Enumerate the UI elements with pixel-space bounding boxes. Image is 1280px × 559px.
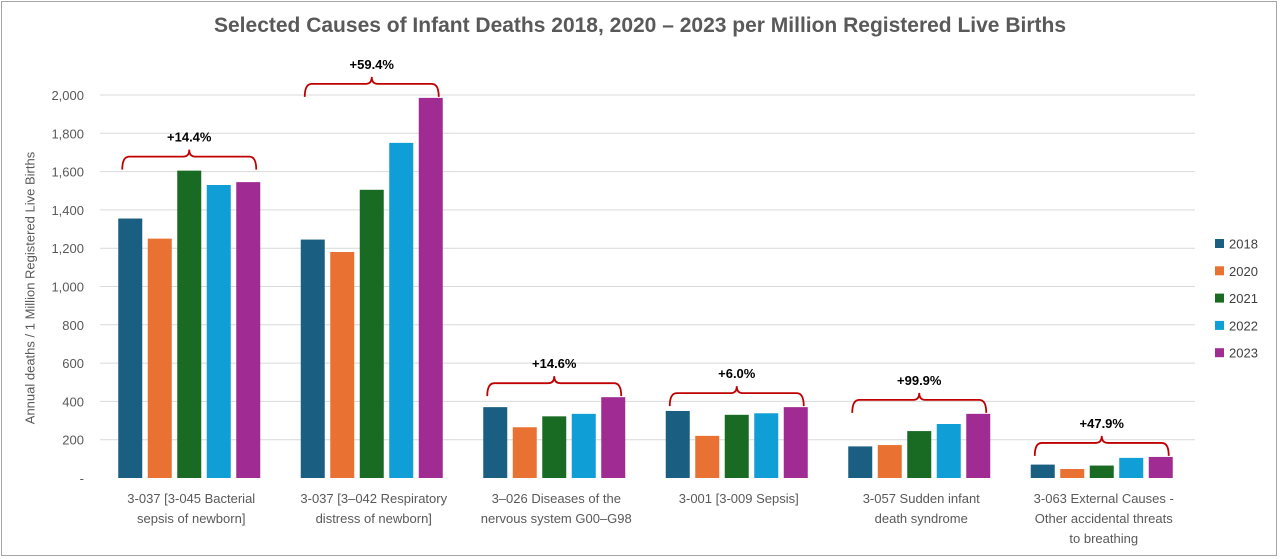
legend-label: 2021 [1229, 291, 1258, 306]
category-label: death syndrome [875, 511, 968, 526]
percent-change-label: +14.6% [532, 356, 577, 371]
legend: 2018 2020 2021 2022 2023 [1215, 237, 1258, 361]
bar [359, 189, 384, 479]
bar [1030, 464, 1055, 478]
y-tick-label: 1,200 [51, 241, 84, 256]
bracket [1033, 435, 1170, 456]
bar [483, 407, 508, 478]
legend-swatch [1215, 293, 1224, 303]
bar [907, 431, 932, 478]
y-tick-label: 1,000 [51, 280, 84, 295]
y-tick-label: 800 [62, 318, 84, 333]
bracket [668, 386, 805, 407]
bar [783, 407, 808, 478]
bar [877, 445, 902, 478]
bar [695, 435, 720, 478]
bar [936, 423, 961, 478]
bar [571, 413, 596, 478]
bar [1089, 465, 1114, 478]
legend-label: 2023 [1229, 346, 1258, 361]
bar [118, 218, 143, 478]
legend-swatch [1215, 239, 1224, 248]
y-tick-label: 400 [62, 394, 84, 409]
y-tick-label: 600 [62, 356, 84, 371]
y-tick-label: 1,600 [51, 165, 84, 180]
y-tick-label: 1,400 [51, 203, 84, 218]
legend-swatch [1215, 266, 1224, 276]
bar [1119, 457, 1144, 478]
bar [724, 414, 749, 478]
bars [118, 97, 1173, 479]
legend-label: 2020 [1229, 264, 1258, 279]
y-tick-label: - [80, 471, 84, 486]
category-label: 3–026 Diseases of the [492, 491, 621, 506]
bar [418, 97, 443, 478]
bracket [851, 392, 988, 413]
percent-change-label: +99.9% [897, 373, 942, 388]
category-label: 3-001 [3-009 Sepsis] [679, 491, 799, 506]
bar [1060, 468, 1085, 478]
bar [665, 410, 690, 478]
bar [512, 427, 537, 478]
legend-label: 2018 [1229, 237, 1258, 252]
bar [754, 413, 779, 478]
bracket [303, 76, 440, 97]
bar [966, 413, 991, 478]
bar [300, 239, 325, 478]
category-label: 3-037 [3–042 Respiratory [300, 491, 447, 506]
category-label: 3-037 [3-045 Bacterial [127, 491, 255, 506]
percent-change-label: +59.4% [350, 57, 395, 72]
category-label: 3-063 External Causes - [1034, 491, 1174, 506]
percent-change-label: +14.4% [167, 130, 212, 145]
y-axis-ticks: - 200 400 600 800 1,000 1,200 1,400 1,600 1,800 2,… [51, 88, 84, 486]
chart-title: Selected Causes of Infant Deaths 2018, 2… [214, 14, 1066, 37]
legend-swatch [1215, 348, 1224, 358]
bracket [486, 376, 623, 397]
category-label: Other accidental threats [1035, 511, 1174, 526]
category-label: distress of newborn] [316, 511, 432, 526]
legend-swatch [1215, 320, 1224, 330]
category-label: sepsis of newborn] [137, 511, 245, 526]
bar [1148, 456, 1173, 478]
category-label: nervous system G00–G98 [481, 511, 632, 526]
change-annotations: +14.4% +59.4% +14.6% +6.0% +99.9% +47.9% [121, 57, 1170, 456]
category-label: to breathing [1069, 531, 1138, 546]
y-tick-label: 2,000 [51, 88, 84, 103]
percent-change-label: +6.0% [718, 366, 756, 381]
bar [601, 397, 626, 478]
bar [177, 170, 202, 478]
bar [206, 185, 231, 478]
legend-label: 2022 [1229, 318, 1258, 333]
bar [542, 416, 567, 478]
category-label: 3-057 Sudden infant [863, 491, 980, 506]
bar [389, 142, 414, 478]
bar [848, 446, 873, 478]
bar [147, 238, 172, 478]
bar [330, 252, 355, 478]
y-tick-label: 200 [62, 433, 84, 448]
category-labels: 3-037 [3-045 Bacterial sepsis of newborn]… [127, 491, 1174, 546]
y-tick-label: 1,800 [51, 126, 84, 141]
gridlines [100, 94, 1195, 441]
percent-change-label: +47.9% [1080, 416, 1125, 431]
bar [236, 182, 261, 478]
bracket [121, 149, 258, 170]
